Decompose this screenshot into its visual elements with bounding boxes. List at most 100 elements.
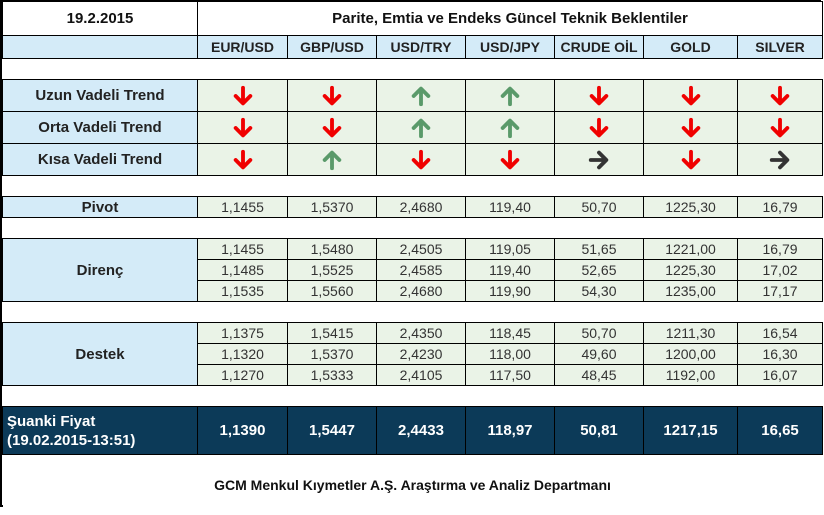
arrow-down-icon (769, 119, 791, 136)
header-blank-cell (3, 36, 198, 59)
trend-cell (555, 144, 644, 176)
arrow-down-icon (232, 151, 254, 168)
column-header: GBP/USD (288, 36, 377, 59)
trend-cell (377, 80, 466, 112)
spacer-cell (3, 59, 823, 80)
trend-cell (466, 112, 555, 144)
arrow-up-icon (410, 119, 432, 136)
trend-row: Uzun Vadeli Trend (3, 80, 823, 112)
pivot-value: 1,1455 (198, 197, 288, 218)
arrow-down-icon (499, 151, 521, 168)
trend-row: Orta Vadeli Trend (3, 112, 823, 144)
resistance-value: 119,40 (466, 260, 555, 281)
resistance-value: 2,4505 (377, 239, 466, 260)
support-value: 16,07 (738, 365, 823, 386)
resistance-value: 17,02 (738, 260, 823, 281)
trend-cell (466, 80, 555, 112)
pivot-value: 1,5370 (288, 197, 377, 218)
resistance-value: 1235,00 (644, 281, 738, 302)
trend-cell (738, 80, 823, 112)
current-price-value: 1,5447 (288, 407, 377, 455)
support-value: 1,5333 (288, 365, 377, 386)
trend-row: Kısa Vadeli Trend (3, 144, 823, 176)
spacer-cell (3, 176, 823, 197)
resistance-value: 1,5560 (288, 281, 377, 302)
current-price-value: 1217,15 (644, 407, 738, 455)
trend-label: Kısa Vadeli Trend (3, 144, 198, 176)
resistance-value: 1,5525 (288, 260, 377, 281)
trend-cell (644, 112, 738, 144)
spacer-row (3, 302, 823, 323)
current-price-label: Şuanki Fiyat(19.02.2015-13:51) (3, 407, 198, 455)
pivot-value: 2,4680 (377, 197, 466, 218)
spacer-cell (3, 302, 823, 323)
support-value: 16,30 (738, 344, 823, 365)
pivot-label: Pivot (3, 197, 198, 218)
column-header: EUR/USD (198, 36, 288, 59)
trend-cell (555, 112, 644, 144)
current-price-timestamp: (19.02.2015-13:51) (7, 431, 197, 450)
column-header: USD/TRY (377, 36, 466, 59)
arrow-down-icon (232, 119, 254, 136)
trend-cell (198, 80, 288, 112)
column-header: CRUDE OİL (555, 36, 644, 59)
resistance-value: 1,1535 (198, 281, 288, 302)
report-date: 19.2.2015 (3, 2, 198, 36)
trend-cell (644, 80, 738, 112)
arrow-down-icon (680, 87, 702, 104)
spacer-row (3, 59, 823, 80)
resistance-value: 52,65 (555, 260, 644, 281)
resistance-value: 2,4680 (377, 281, 466, 302)
resistance-value: 17,17 (738, 281, 823, 302)
support-value: 1,1320 (198, 344, 288, 365)
trend-label: Orta Vadeli Trend (3, 112, 198, 144)
resistance-value: 1,5480 (288, 239, 377, 260)
column-header: SILVER (738, 36, 823, 59)
current-price-value: 16,65 (738, 407, 823, 455)
support-value: 118,00 (466, 344, 555, 365)
current-price-value: 1,1390 (198, 407, 288, 455)
trend-cell (377, 112, 466, 144)
resistance-value: 51,65 (555, 239, 644, 260)
footer-row: GCM Menkul Kıymetler A.Ş. Araştırma ve A… (3, 455, 823, 515)
arrow-down-icon (680, 151, 702, 168)
trend-cell (288, 144, 377, 176)
support-value: 1192,00 (644, 365, 738, 386)
trend-cell (198, 112, 288, 144)
support-value: 48,45 (555, 365, 644, 386)
support-value: 2,4230 (377, 344, 466, 365)
arrow-down-icon (588, 87, 610, 104)
arrow-down-icon (232, 87, 254, 104)
resistance-value: 16,79 (738, 239, 823, 260)
resistance-value: 2,4585 (377, 260, 466, 281)
current-price-title: Şuanki Fiyat (7, 412, 197, 431)
support-value: 1,1375 (198, 323, 288, 344)
spacer-cell (3, 218, 823, 239)
trend-cell (198, 144, 288, 176)
support-value: 1,5415 (288, 323, 377, 344)
support-value: 1200,00 (644, 344, 738, 365)
pivot-value: 1225,30 (644, 197, 738, 218)
current-price-value: 2,4433 (377, 407, 466, 455)
trend-cell (377, 144, 466, 176)
trend-label: Uzun Vadeli Trend (3, 80, 198, 112)
trend-cell (555, 80, 644, 112)
current-price-value: 118,97 (466, 407, 555, 455)
resistance-value: 1225,30 (644, 260, 738, 281)
report-title: Parite, Emtia ve Endeks Güncel Teknik Be… (198, 2, 823, 36)
spacer-row (3, 218, 823, 239)
spacer-cell (3, 386, 823, 407)
arrow-down-icon (588, 119, 610, 136)
arrow-down-icon (680, 119, 702, 136)
arrow-up-icon (321, 151, 343, 168)
trend-cell (738, 144, 823, 176)
support-value: 2,4350 (377, 323, 466, 344)
support-value: 1211,30 (644, 323, 738, 344)
spacer-row (3, 176, 823, 197)
spacer-row (3, 386, 823, 407)
arrow-down-icon (321, 87, 343, 104)
